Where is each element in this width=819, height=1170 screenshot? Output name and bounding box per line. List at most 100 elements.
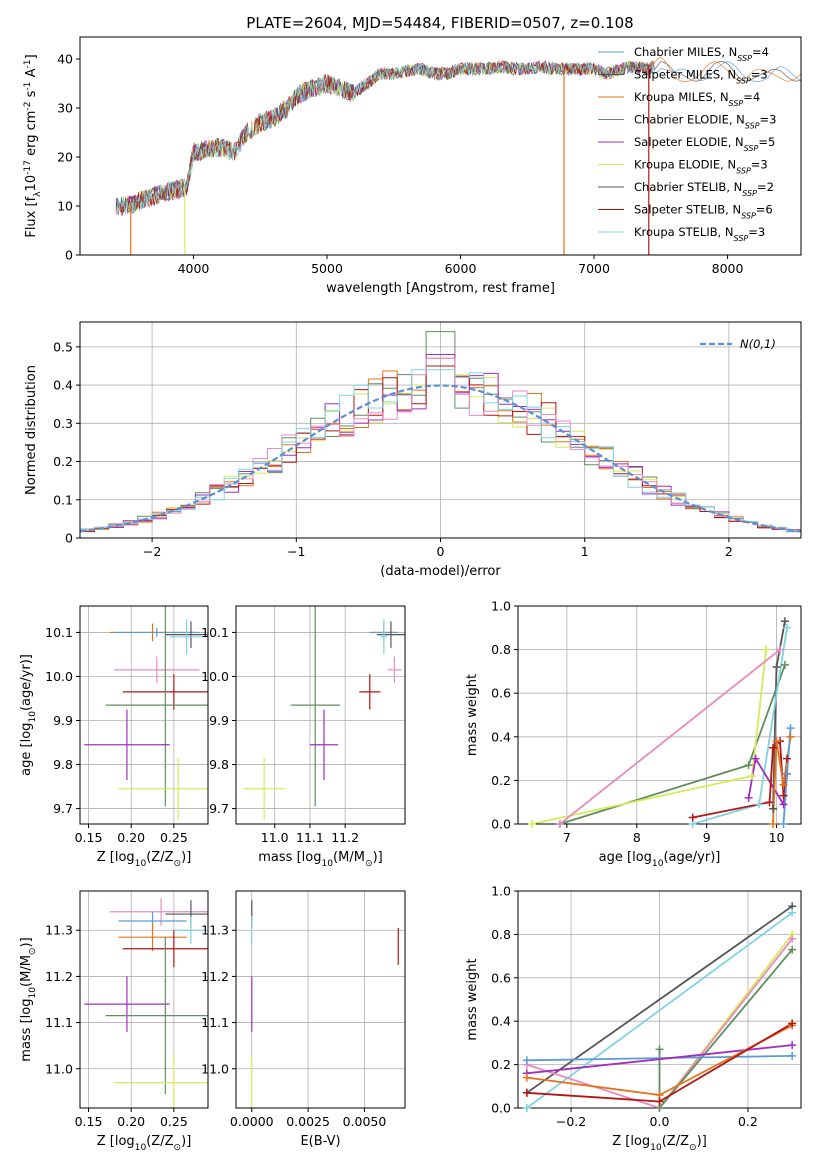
text-part: s: [24, 90, 39, 101]
z-age-panel: 0.15 0.20 0.259.79.89.910.010.1Z [log10(Z/…: [19, 605, 209, 869]
weight-marker: [751, 754, 760, 763]
y-tick-label: 0.8: [491, 927, 511, 942]
legend-text: Chabrier MILES, N: [634, 45, 737, 59]
superscript: -2: [23, 102, 33, 111]
text-part: age [log: [19, 723, 34, 776]
weight-marker: [788, 1041, 797, 1050]
legend-subscript: SSP: [734, 234, 749, 243]
axes-frame: [517, 605, 802, 825]
spectrum-panel: 4000 5000 6000 7000 8000 0 10 20 30 40 wavelength …: [23, 36, 802, 296]
weight-marker: [786, 732, 795, 741]
y-tick-label: 9.8: [209, 757, 229, 772]
y-tick-label: 0.3: [53, 416, 73, 431]
x-tick-label: 0.0000: [230, 1114, 274, 1129]
subscript: λ: [33, 191, 43, 197]
x-tick-label: −0.2: [556, 1114, 586, 1129]
y-tick-label: 11.1: [201, 1015, 229, 1030]
text-part: 10: [24, 175, 39, 192]
subscript: 10: [321, 859, 333, 869]
weight-marker: [783, 769, 792, 778]
text-part: wavelength [Angstrom, rest frame]: [326, 281, 555, 296]
y-tick-label: 0.5: [53, 339, 73, 354]
x-tick-label: 0.25: [160, 830, 188, 845]
legend-label: N(0,1): [740, 337, 776, 351]
y-tick-label: 0.2: [491, 1057, 511, 1072]
x-tick-label: 0.25: [160, 1114, 188, 1129]
x-tick-label: 10: [769, 830, 785, 845]
y-tick-label: 11.2: [45, 969, 73, 984]
x-tick-label: 0.15: [75, 830, 103, 845]
legend-text: Kroupa ELODIE, N: [634, 158, 736, 172]
legend-label: Kroupa STELIB, NSSP=3: [634, 225, 765, 243]
y-tick-label: 0.8: [491, 642, 511, 657]
error-bar: [118, 923, 187, 952]
legend-label: Kroupa ELODIE, NSSP=3: [634, 158, 768, 176]
x-axis-label: E(B-V): [300, 1134, 340, 1149]
text-part: mass weight: [465, 958, 480, 1040]
error-bar: [376, 621, 405, 648]
weight-marker: [522, 1073, 531, 1082]
weight-marker: [762, 645, 771, 654]
text-part: )]: [181, 1134, 191, 1149]
axes-frame: [79, 605, 209, 825]
gaussian-curve: [80, 384, 801, 533]
spectrum-line: [115, 60, 652, 217]
weight-line: [526, 1055, 793, 1062]
subscript: ⊙: [28, 947, 38, 955]
weight-marker: [744, 793, 753, 802]
x-axis-label: mass [log10(M/M⊙)]: [258, 850, 382, 869]
y-tick-label: 0.6: [491, 686, 511, 701]
axes-frame: [79, 36, 802, 256]
legend-tail: =3: [748, 225, 765, 239]
z-weight-panel: −0.2 0.0 0.2 0.0 0.2 0.4 0.6 0.8 1.0 Z [log10(Z/Z…: [465, 884, 802, 1153]
subscript: 10: [135, 859, 147, 869]
y-tick-label: 9.7: [53, 801, 73, 816]
legend-label: Salpeter STELIB, NSSP=6: [634, 203, 773, 221]
y-axis-label: age [log10(age/yr)]: [19, 654, 38, 776]
legend-label: Salpeter ELODIE, NSSP=5: [634, 135, 775, 153]
subscript: 10: [28, 987, 38, 999]
ebv-mass-panel: 0.0000 0.0025 0.0050 11.0 11.1 11.2 11.3 E(B-V): [201, 890, 406, 1149]
x-tick-label: −1: [287, 544, 305, 559]
x-axis-label: Z [log10(Z/Z⊙)]: [97, 850, 192, 869]
weight-marker: [522, 1104, 531, 1112]
x-tick-label: 9: [703, 830, 711, 845]
legend-tail: =3: [751, 68, 768, 82]
error-bar: [387, 656, 402, 684]
text-part: (Z/Z: [146, 850, 173, 865]
y-tick-label: 11.3: [45, 923, 73, 938]
mass-age-panel: 11.0 11.1 11.2 9.7 9.8 9.9 10.0 10.1 mass [log10…: [201, 605, 406, 869]
text-part: age [log: [599, 850, 652, 865]
text-part: erg cm: [24, 111, 39, 160]
legend-label: Salpeter MILES, NSSP=3: [634, 68, 768, 86]
y-tick-label: 0.2: [491, 773, 511, 788]
legend-tail: =5: [758, 135, 775, 149]
y-tick-label: 1.0: [491, 599, 511, 614]
error-bar: [114, 656, 200, 684]
text-part: (M/M: [19, 955, 34, 987]
text-part: mass [log: [19, 999, 34, 1062]
weight-marker: [769, 743, 778, 752]
weight-marker: [744, 761, 753, 770]
y-axis-label: mass [log10(M/M⊙)]: [19, 937, 38, 1061]
weight-marker: [765, 798, 774, 807]
y-tick-label: 11.2: [201, 969, 229, 984]
legend-tail: =3: [751, 158, 768, 172]
weight-marker: [779, 791, 788, 800]
x-tick-label: 11.2: [331, 830, 359, 845]
y-tick-label: 0: [65, 248, 73, 263]
y-tick-label: 0.0: [491, 1101, 511, 1116]
spectrum-line: [115, 61, 652, 216]
x-axis-label: Z [log10(Z/Z⊙)]: [612, 1134, 707, 1153]
legend-subscript: SSP: [742, 189, 757, 198]
weight-marker: [779, 780, 788, 789]
x-axis-label: wavelength [Angstrom, rest frame]: [326, 281, 555, 296]
legend-subscript: SSP: [745, 121, 760, 130]
weight-marker: [788, 934, 797, 943]
y-tick-label: 0: [65, 531, 73, 546]
error-bar: [169, 619, 204, 655]
y-tick-label: 30: [57, 101, 73, 116]
y-tick-label: 9.9: [53, 713, 73, 728]
